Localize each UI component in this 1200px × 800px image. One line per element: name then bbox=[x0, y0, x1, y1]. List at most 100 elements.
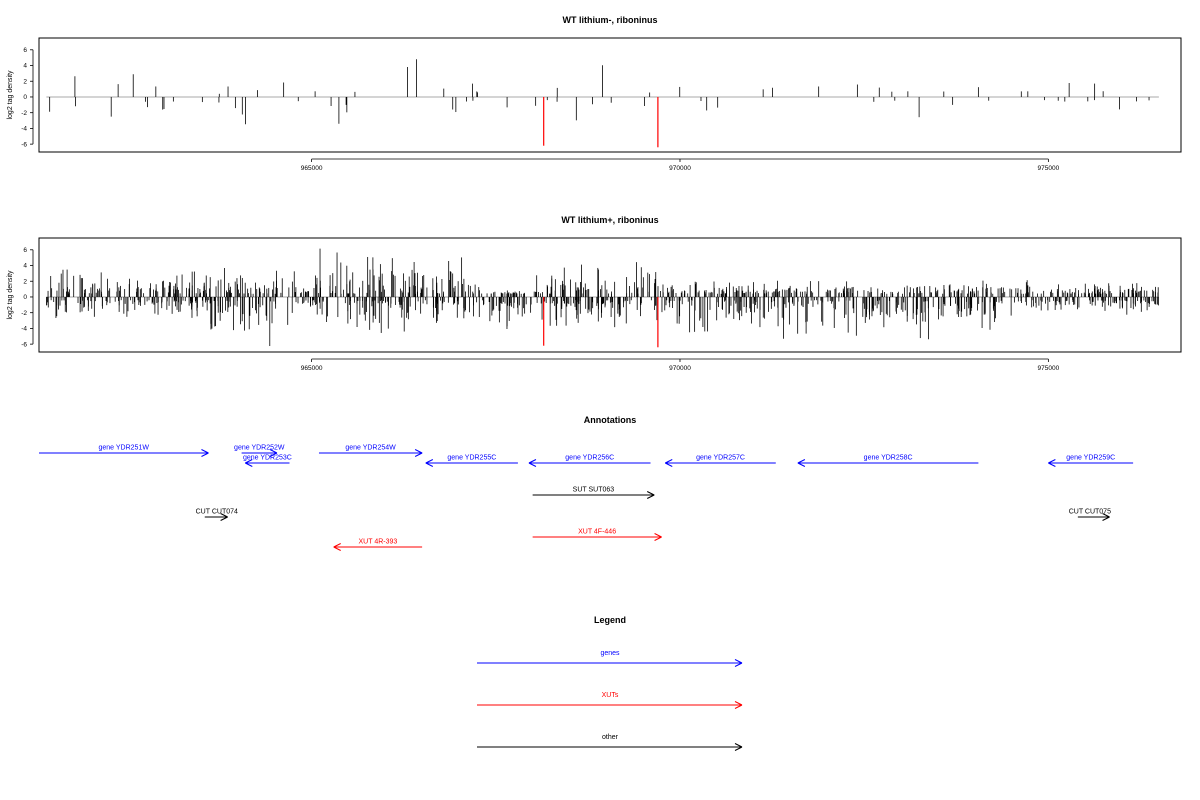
arrow-head bbox=[269, 452, 278, 457]
arrow-head bbox=[220, 513, 228, 518]
arrow-head bbox=[245, 462, 253, 467]
annotation-label: CUT CUT075 bbox=[1069, 509, 1111, 516]
annotation-feature: CUT CUT075 bbox=[1069, 509, 1111, 521]
panel-2-frame bbox=[38, 237, 1182, 353]
annotation-feature: gene YDR253C bbox=[243, 455, 292, 467]
panel-2-y-axis: -6 -4 -2 0 2 4 6 bbox=[21, 247, 34, 348]
arrow-head bbox=[1102, 513, 1110, 518]
annotation-label: gene YDR258C bbox=[864, 455, 913, 462]
panel-1-y-axis: -6 -4 -2 0 2 4 6 bbox=[21, 47, 34, 148]
y-tick-label: 2 bbox=[23, 278, 27, 285]
arrow-head bbox=[797, 459, 806, 464]
annotation-feature: gene YDR256C bbox=[528, 455, 651, 467]
arrow-head bbox=[201, 449, 209, 454]
y-tick-label: -2 bbox=[21, 110, 27, 117]
arrow-head bbox=[734, 743, 743, 748]
panel-2-highlights bbox=[543, 296, 659, 348]
arrow-head bbox=[734, 662, 743, 667]
legend-entries: genes XUTs other bbox=[477, 650, 743, 751]
arrow-head bbox=[646, 491, 655, 496]
annotation-feature: gene YDR259C bbox=[1048, 455, 1134, 467]
y-tick-label: 6 bbox=[23, 47, 27, 54]
annotation-label: gene YDR252W bbox=[234, 445, 285, 452]
arrow-head bbox=[734, 704, 743, 709]
x-tick-label: 965000 bbox=[301, 365, 323, 372]
arrow-head bbox=[734, 659, 743, 664]
arrow-head bbox=[201, 452, 209, 457]
arrow-head bbox=[245, 459, 253, 464]
arrow-head bbox=[269, 449, 278, 454]
y-tick-label: 4 bbox=[23, 63, 27, 70]
panel-1: WT lithium-, riboninus -6 -4 -2 0 2 4 6 965000… bbox=[7, 15, 1182, 172]
arrow-head bbox=[797, 462, 806, 467]
annotation-feature: SUT SUT063 bbox=[532, 487, 655, 499]
arrow-head bbox=[665, 462, 673, 467]
legend-label: genes bbox=[600, 650, 620, 657]
panel-1-y-label: log2 tag density bbox=[7, 70, 14, 120]
arrow-head bbox=[425, 462, 434, 467]
arrow-head bbox=[654, 533, 662, 538]
legend-entry: genes bbox=[477, 650, 743, 667]
arrow-head bbox=[333, 546, 341, 551]
y-tick-label: 6 bbox=[23, 247, 27, 254]
arrow-head bbox=[654, 536, 662, 541]
arrow-head bbox=[646, 494, 655, 499]
x-tick-label: 970000 bbox=[669, 365, 691, 372]
arrow-head bbox=[414, 452, 423, 457]
panel-1-frame bbox=[38, 37, 1182, 153]
y-tick-label: -2 bbox=[21, 310, 27, 317]
panel-1-x-axis: 965000 970000 975000 bbox=[301, 158, 1060, 172]
panel-2-bars bbox=[46, 248, 1159, 347]
panel-2: WT lithium+, riboninus -6 -4 -2 0 2 4 6 965000… bbox=[7, 215, 1182, 372]
y-tick-label: 2 bbox=[23, 78, 27, 85]
annotation-feature: gene YDR255C bbox=[425, 455, 518, 467]
legend-title: Legend bbox=[594, 615, 626, 625]
annotation-label: gene YDR253C bbox=[243, 455, 292, 462]
arrow-head bbox=[425, 459, 434, 464]
y-tick-label: 0 bbox=[23, 294, 27, 301]
arrow-head bbox=[414, 449, 423, 454]
panel-1-title: WT lithium-, riboninus bbox=[563, 15, 658, 25]
legend-label: XUTs bbox=[602, 692, 619, 699]
annotation-feature: gene YDR254W bbox=[318, 445, 423, 457]
annotation-feature: gene YDR258C bbox=[797, 455, 979, 467]
arrow-head bbox=[734, 746, 743, 751]
annotation-features: gene YDR251W gene YDR252W gene YDR253C gene… bbox=[39, 445, 1134, 551]
annotations-title: Annotations bbox=[584, 415, 637, 425]
legend: Legend genes XUTs other bbox=[477, 615, 743, 751]
x-tick-label: 975000 bbox=[1038, 165, 1060, 172]
legend-label: other bbox=[602, 734, 619, 741]
y-tick-label: -6 bbox=[21, 341, 27, 348]
y-tick-label: -4 bbox=[21, 326, 27, 333]
arrow-head bbox=[734, 701, 743, 706]
x-tick-label: 975000 bbox=[1038, 365, 1060, 372]
annotation-label: gene YDR251W bbox=[98, 445, 149, 452]
panel-2-title: WT lithium+, riboninus bbox=[561, 215, 658, 225]
annotation-label: gene YDR255C bbox=[447, 455, 496, 462]
x-tick-label: 965000 bbox=[301, 165, 323, 172]
arrow-head bbox=[1048, 462, 1056, 467]
y-tick-label: -6 bbox=[21, 141, 27, 148]
legend-entry: XUTs bbox=[477, 692, 743, 709]
annotation-feature: gene YDR252W bbox=[234, 445, 285, 457]
arrow-head bbox=[1048, 459, 1056, 464]
arrow-head bbox=[333, 543, 341, 548]
x-tick-label: 970000 bbox=[669, 165, 691, 172]
annotation-label: XUT 4F-446 bbox=[578, 529, 616, 536]
annotation-label: CUT CUT074 bbox=[196, 509, 238, 516]
annotation-label: gene YDR254W bbox=[345, 445, 396, 452]
y-tick-label: 0 bbox=[23, 94, 27, 101]
arrow-head bbox=[528, 462, 537, 467]
panel-2-x-axis: 965000 970000 975000 bbox=[301, 358, 1060, 372]
y-tick-label: 4 bbox=[23, 263, 27, 270]
annotation-feature: gene YDR251W bbox=[39, 445, 209, 457]
arrow-head bbox=[665, 459, 673, 464]
panel-1-highlights bbox=[543, 96, 659, 148]
annotation-label: gene YDR259C bbox=[1066, 455, 1115, 462]
annotation-label: SUT SUT063 bbox=[573, 487, 615, 494]
annotation-label: gene YDR256C bbox=[565, 455, 614, 462]
arrow-head bbox=[528, 459, 537, 464]
legend-entry: other bbox=[477, 734, 743, 751]
annotation-feature: gene YDR257C bbox=[665, 455, 776, 467]
